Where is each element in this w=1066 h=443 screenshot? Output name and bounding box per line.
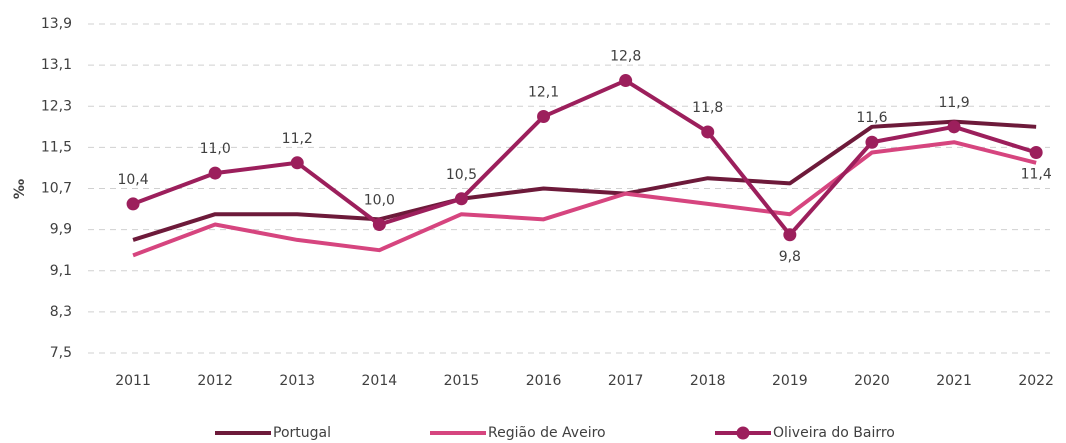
x-tick-label: 2013 — [279, 373, 315, 389]
series-line — [132, 140, 1037, 258]
data-label: 12,1 — [528, 85, 559, 101]
y-tick-label: 11,5 — [41, 139, 72, 155]
x-tick-label: 2016 — [526, 373, 562, 389]
point-marker — [537, 110, 551, 124]
x-tick-label: 2019 — [772, 373, 808, 389]
x-tick-label: 2014 — [362, 373, 398, 389]
data-label: 12,8 — [610, 49, 641, 65]
x-tick-label: 2017 — [608, 373, 644, 389]
point-marker — [865, 135, 879, 149]
data-label: 11,0 — [200, 141, 231, 157]
data-label: 11,6 — [856, 110, 887, 126]
y-tick-label: 13,1 — [41, 57, 72, 73]
y-tick-label: 8,3 — [50, 304, 72, 320]
x-tick-label: 2022 — [1018, 373, 1054, 389]
data-label: 10,0 — [364, 192, 395, 208]
x-tick-label: 2011 — [115, 373, 151, 389]
x-tick-label: 2020 — [854, 373, 890, 389]
point-marker — [208, 166, 222, 180]
y-tick-label: 9,9 — [50, 222, 72, 238]
point-marker — [126, 197, 140, 211]
data-label: 9,8 — [779, 249, 801, 265]
y-tick-label: 13,9 — [41, 16, 72, 32]
y-tick-label: 7,5 — [50, 345, 72, 361]
y-tick-label: 9,1 — [50, 263, 72, 279]
data-label: 10,5 — [446, 167, 477, 183]
point-marker — [783, 228, 797, 242]
point-marker — [290, 156, 304, 170]
point-marker — [1029, 146, 1043, 160]
series-line — [132, 78, 1037, 237]
data-label: 11,2 — [282, 131, 313, 147]
point-marker — [619, 74, 633, 88]
data-label: 11,8 — [692, 100, 723, 116]
legend-label: Oliveira do Bairro — [773, 425, 895, 441]
point-marker — [372, 217, 386, 231]
legend-marker — [736, 426, 750, 440]
legend-label: Região de Aveiro — [488, 425, 606, 441]
point-marker — [947, 120, 961, 134]
x-tick-label: 2021 — [936, 373, 972, 389]
x-tick-label: 2012 — [197, 373, 233, 389]
x-tick-label: 2015 — [444, 373, 480, 389]
data-label: 11,9 — [938, 95, 969, 111]
legend-label: Portugal — [273, 425, 331, 441]
point-marker — [701, 125, 715, 139]
y-tick-label: 12,3 — [41, 98, 72, 114]
data-label: 11,4 — [1021, 167, 1052, 183]
series-line — [132, 119, 1037, 242]
data-label: 10,4 — [117, 172, 148, 188]
y-axis-label: ‰ — [12, 179, 28, 199]
point-marker — [454, 192, 468, 206]
y-tick-label: 10,7 — [41, 181, 72, 197]
x-tick-label: 2018 — [690, 373, 726, 389]
